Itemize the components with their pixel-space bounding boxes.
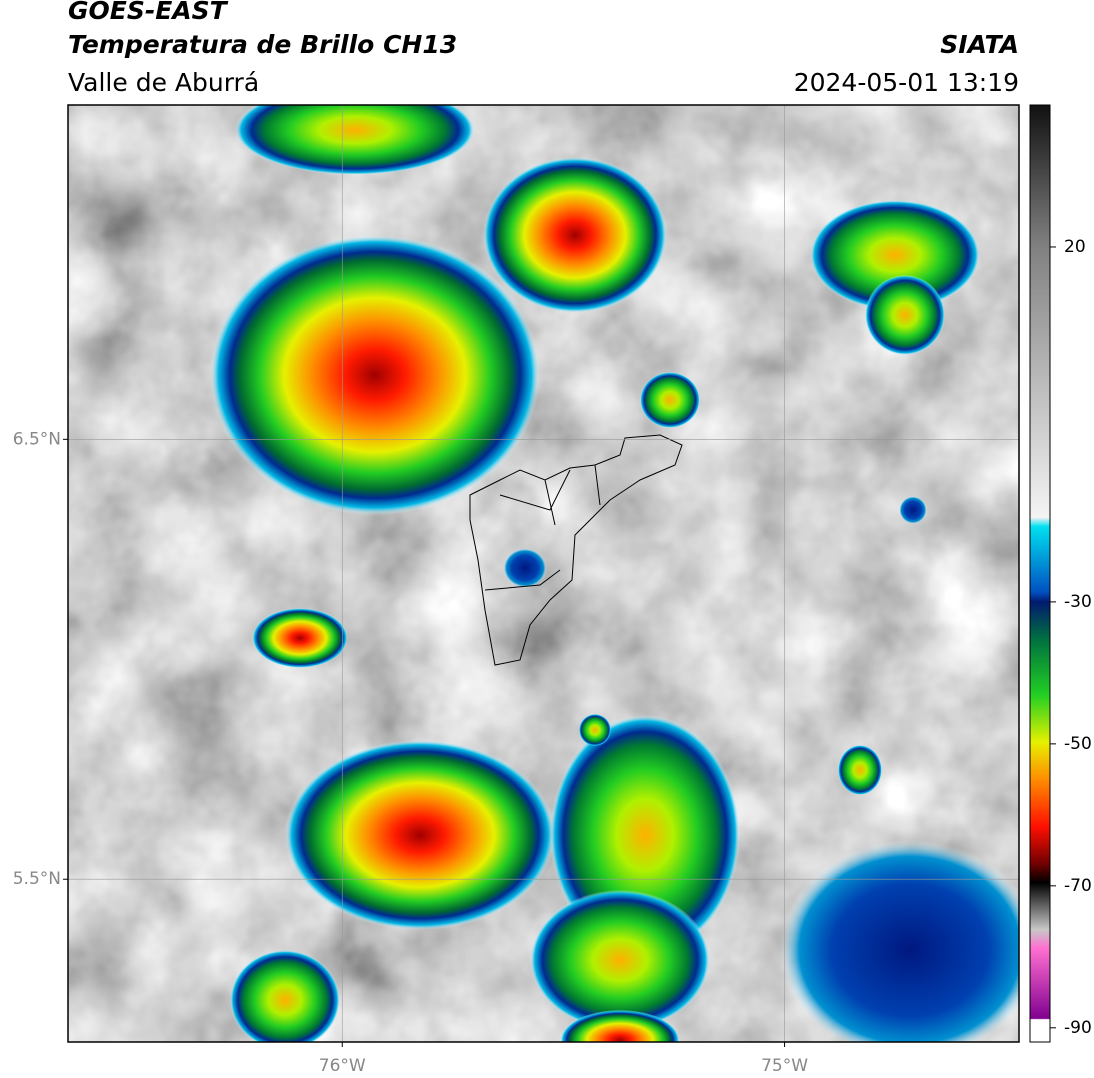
lat-tick-label: 6.5°N — [13, 429, 61, 449]
lon-tick-label: 76°W — [319, 1056, 366, 1076]
colorbar-tick-label: -70 — [1064, 876, 1092, 896]
colorbar-tick-label: -50 — [1064, 734, 1092, 754]
colorbar-tick-label: 20 — [1064, 237, 1086, 257]
subtitle: Temperatura de Brillo CH13 — [68, 30, 457, 59]
map-frame — [67, 104, 1020, 1043]
map — [68, 105, 1019, 1042]
municipal-boundaries — [469, 434, 683, 666]
storm-cells — [210, 105, 1019, 1042]
graticule — [68, 105, 1019, 1042]
title: GOES-EAST — [68, 0, 229, 25]
lat-tick-label: 5.5°N — [13, 869, 61, 889]
colorbar-tick-label: -90 — [1064, 1018, 1092, 1038]
datetime: 2024-05-01 13:19 — [794, 68, 1019, 97]
colorbar-tick-label: -30 — [1064, 592, 1092, 612]
lon-tick-label: 75°W — [761, 1056, 808, 1076]
source: SIATA — [940, 30, 1019, 59]
colorbar — [1029, 104, 1051, 1043]
region: Valle de Aburrá — [68, 68, 259, 97]
